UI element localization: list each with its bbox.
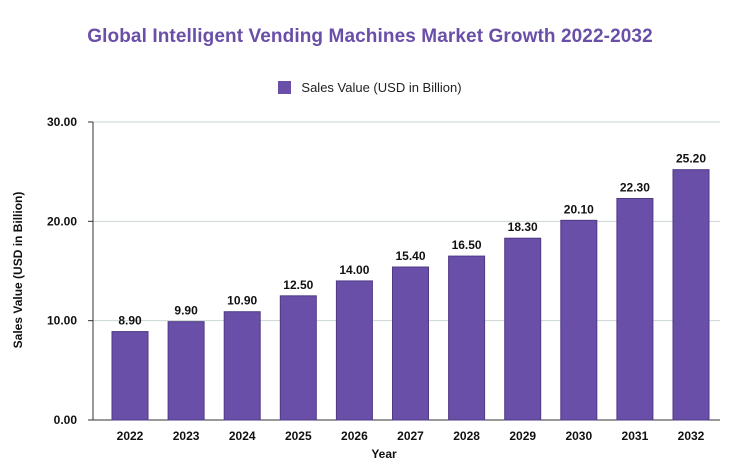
x-tick-label-2028: 2028 [453,429,480,443]
legend-label: Sales Value (USD in Billion) [301,80,462,95]
data-label-2027: 15.40 [395,249,425,263]
x-tick-label-2025: 2025 [285,429,312,443]
x-tick-label-2030: 2030 [565,429,592,443]
data-label-2032: 25.20 [676,152,706,166]
x-tick-label-2023: 2023 [173,429,200,443]
x-tick-label-2027: 2027 [397,429,424,443]
bar-2032 [672,169,710,421]
x-tick-label-2024: 2024 [229,429,256,443]
data-label-2023: 9.90 [174,304,198,318]
bars [111,169,710,421]
y-tick-label: 0.00 [54,413,78,427]
bar-2023 [167,321,205,421]
y-tick-label: 10.00 [47,314,77,328]
y-tick-label: 20.00 [47,214,77,228]
y-tick-label: 30.00 [47,115,77,129]
data-label-2025: 12.50 [283,278,313,292]
bar-2025 [279,295,317,421]
data-label-2031: 22.30 [620,180,650,194]
x-axis-title: Year [371,447,397,461]
bar-2028 [448,255,486,421]
bar-2026 [335,280,373,421]
y-axis-title: Sales Value (USD in Billion) [11,192,25,349]
data-label-2028: 16.50 [452,238,482,252]
data-label-2026: 14.00 [339,263,369,277]
x-tick-label-2032: 2032 [678,429,705,443]
axes: 0.00 10.00 20.00 30.00 2022 2023 2024 2025 2026 2… [47,115,720,443]
x-tick-label-2029: 2029 [509,429,536,443]
bar-2029 [504,237,542,421]
data-label-2022: 8.90 [118,314,142,328]
x-tick-label-2031: 2031 [622,429,649,443]
data-label-2029: 18.30 [508,220,538,234]
chart-title: Global Intelligent Vending Machines Mark… [87,26,653,47]
bar-2031 [616,197,654,421]
bar-2024 [223,311,261,421]
legend-swatch [278,81,292,94]
data-label-2030: 20.10 [564,202,594,216]
x-tick-label-2022: 2022 [117,429,144,443]
data-label-2024: 10.90 [227,294,257,308]
legend: Sales Value (USD in Billion) [0,80,740,95]
bar-2027 [392,266,429,421]
bar-2022 [111,331,149,421]
bar-2030 [560,219,598,421]
x-tick-label-2026: 2026 [341,429,368,443]
data-labels: 8.90 9.90 10.90 12.50 14.00 15.40 16.50 18.30 20… [118,152,706,328]
